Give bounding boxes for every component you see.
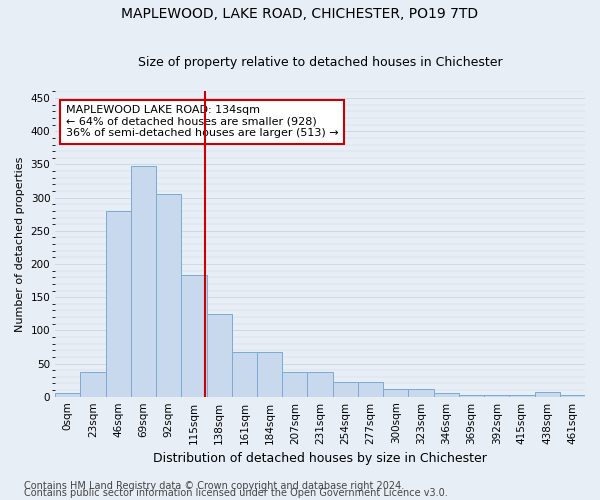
Text: MAPLEWOOD LAKE ROAD: 134sqm
← 64% of detached houses are smaller (928)
36% of se: MAPLEWOOD LAKE ROAD: 134sqm ← 64% of det… <box>66 105 338 138</box>
Bar <box>409 388 434 396</box>
X-axis label: Distribution of detached houses by size in Chichester: Distribution of detached houses by size … <box>153 452 487 465</box>
Bar <box>232 352 257 397</box>
Bar <box>156 194 181 396</box>
Bar <box>55 394 80 396</box>
Text: Contains public sector information licensed under the Open Government Licence v3: Contains public sector information licen… <box>24 488 448 498</box>
Y-axis label: Number of detached properties: Number of detached properties <box>15 156 25 332</box>
Bar <box>206 314 232 396</box>
Bar <box>282 372 307 396</box>
Bar <box>383 388 409 396</box>
Bar <box>80 372 106 396</box>
Bar <box>181 276 206 396</box>
Bar <box>459 394 484 396</box>
Text: Contains HM Land Registry data © Crown copyright and database right 2024.: Contains HM Land Registry data © Crown c… <box>24 481 404 491</box>
Bar <box>257 352 282 397</box>
Bar <box>307 372 332 396</box>
Bar <box>332 382 358 396</box>
Text: MAPLEWOOD, LAKE ROAD, CHICHESTER, PO19 7TD: MAPLEWOOD, LAKE ROAD, CHICHESTER, PO19 7… <box>121 8 479 22</box>
Bar <box>106 211 131 396</box>
Bar <box>535 392 560 396</box>
Bar <box>434 394 459 396</box>
Bar <box>358 382 383 396</box>
Bar <box>131 166 156 396</box>
Title: Size of property relative to detached houses in Chichester: Size of property relative to detached ho… <box>138 56 502 70</box>
